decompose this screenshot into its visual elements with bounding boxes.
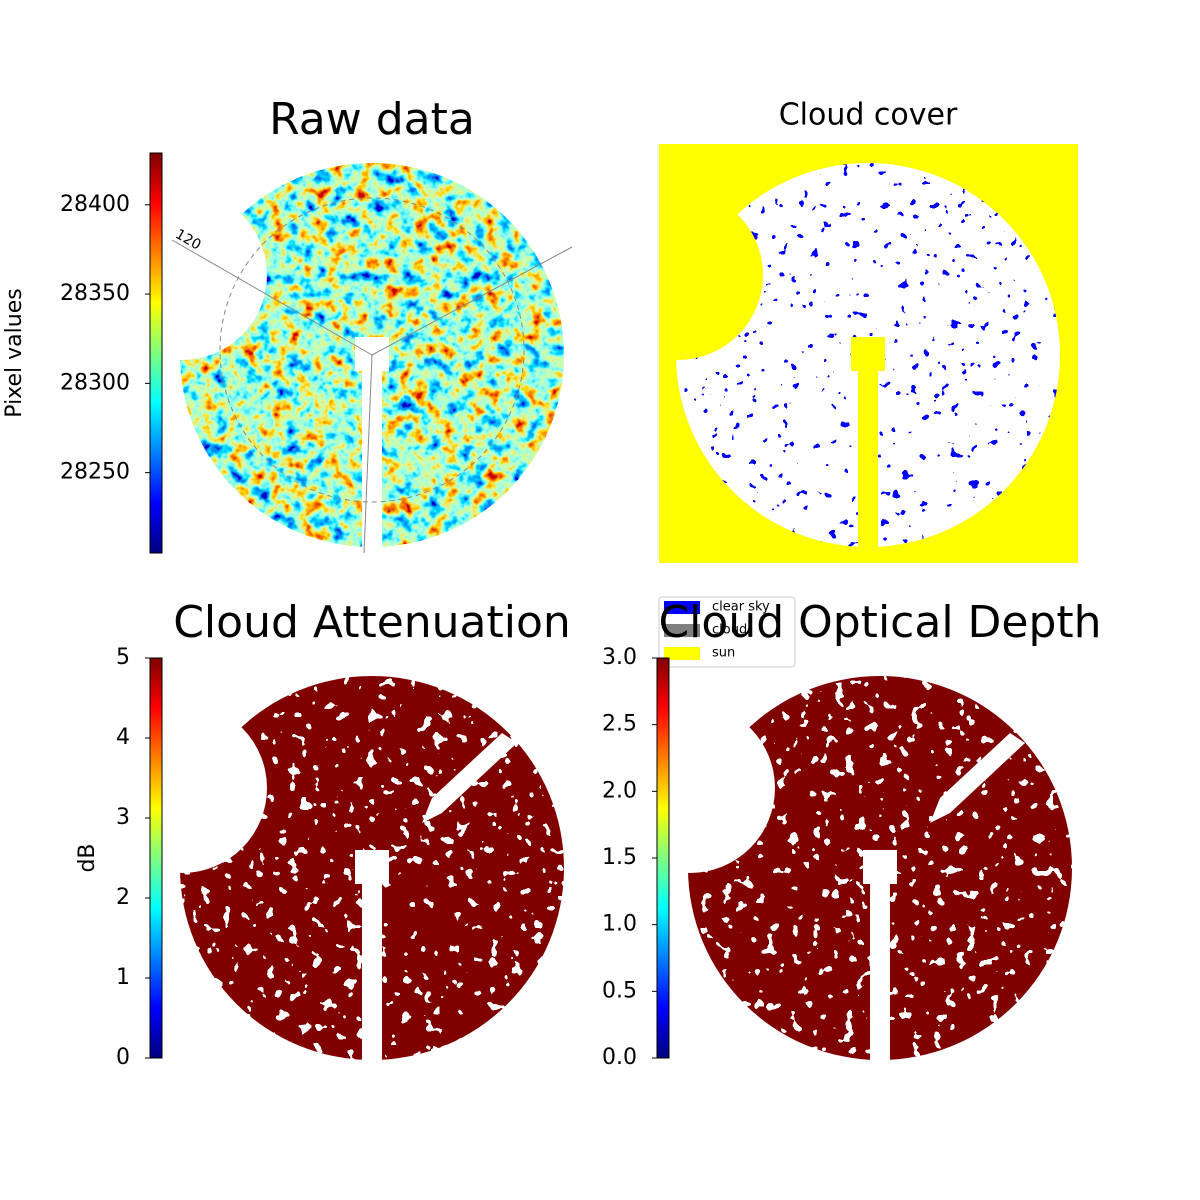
colorbar-tick-label: 28350 xyxy=(60,281,130,306)
colorbar-tick-label: 2.0 xyxy=(602,778,637,803)
clear-streak xyxy=(422,733,517,823)
colorbar-tick-label: 0.5 xyxy=(602,978,637,1003)
polar-grid xyxy=(171,239,373,356)
panel-title: Cloud cover xyxy=(779,98,958,133)
sky-image xyxy=(177,673,567,1063)
colorbar-tick-label: 0.0 xyxy=(602,1045,637,1070)
sky-image xyxy=(673,160,1063,550)
legend-label: clear sky xyxy=(712,600,770,615)
colorbar-tick-label: 5 xyxy=(116,645,130,670)
legend-label: cloud xyxy=(712,623,747,638)
panel-title: Cloud Optical Depth xyxy=(658,597,1101,648)
colorbar-tick-label: 28300 xyxy=(60,370,130,395)
colorbar-tick-label: 2 xyxy=(116,885,130,910)
colorbar xyxy=(149,657,163,1059)
colorbar-tick-label: 3 xyxy=(116,805,130,830)
colorbar-tick-label: 1.5 xyxy=(602,845,637,870)
polar-grid xyxy=(363,354,373,554)
colorbar-label: dB xyxy=(75,843,100,872)
polar-grid xyxy=(219,197,525,503)
colorbar-tick-label: 3.0 xyxy=(602,645,637,670)
colorbar-tick-label: 1.0 xyxy=(602,912,637,937)
colorbar-tick-label: 4 xyxy=(116,725,130,750)
polar-grid xyxy=(371,246,573,356)
legend-swatch xyxy=(664,601,700,614)
legend-label: sun xyxy=(712,646,735,661)
clear-streak xyxy=(930,733,1025,823)
colorbar-tick-label: 28400 xyxy=(60,192,130,217)
colorbar-tick-label: 0 xyxy=(116,1045,130,1070)
legend-swatch xyxy=(664,624,700,637)
panel-title: Cloud Attenuation xyxy=(173,597,571,648)
colorbar xyxy=(656,657,670,1059)
sky-image xyxy=(685,673,1075,1063)
colorbar-tick-label: 2.5 xyxy=(602,712,637,737)
colorbar xyxy=(149,152,163,554)
panel-title: Raw data xyxy=(269,94,475,145)
legend-swatch xyxy=(664,647,700,660)
colorbar-label: Pixel values xyxy=(2,288,27,417)
colorbar-tick-label: 1 xyxy=(116,965,130,990)
colorbar-tick-label: 28250 xyxy=(60,460,130,485)
